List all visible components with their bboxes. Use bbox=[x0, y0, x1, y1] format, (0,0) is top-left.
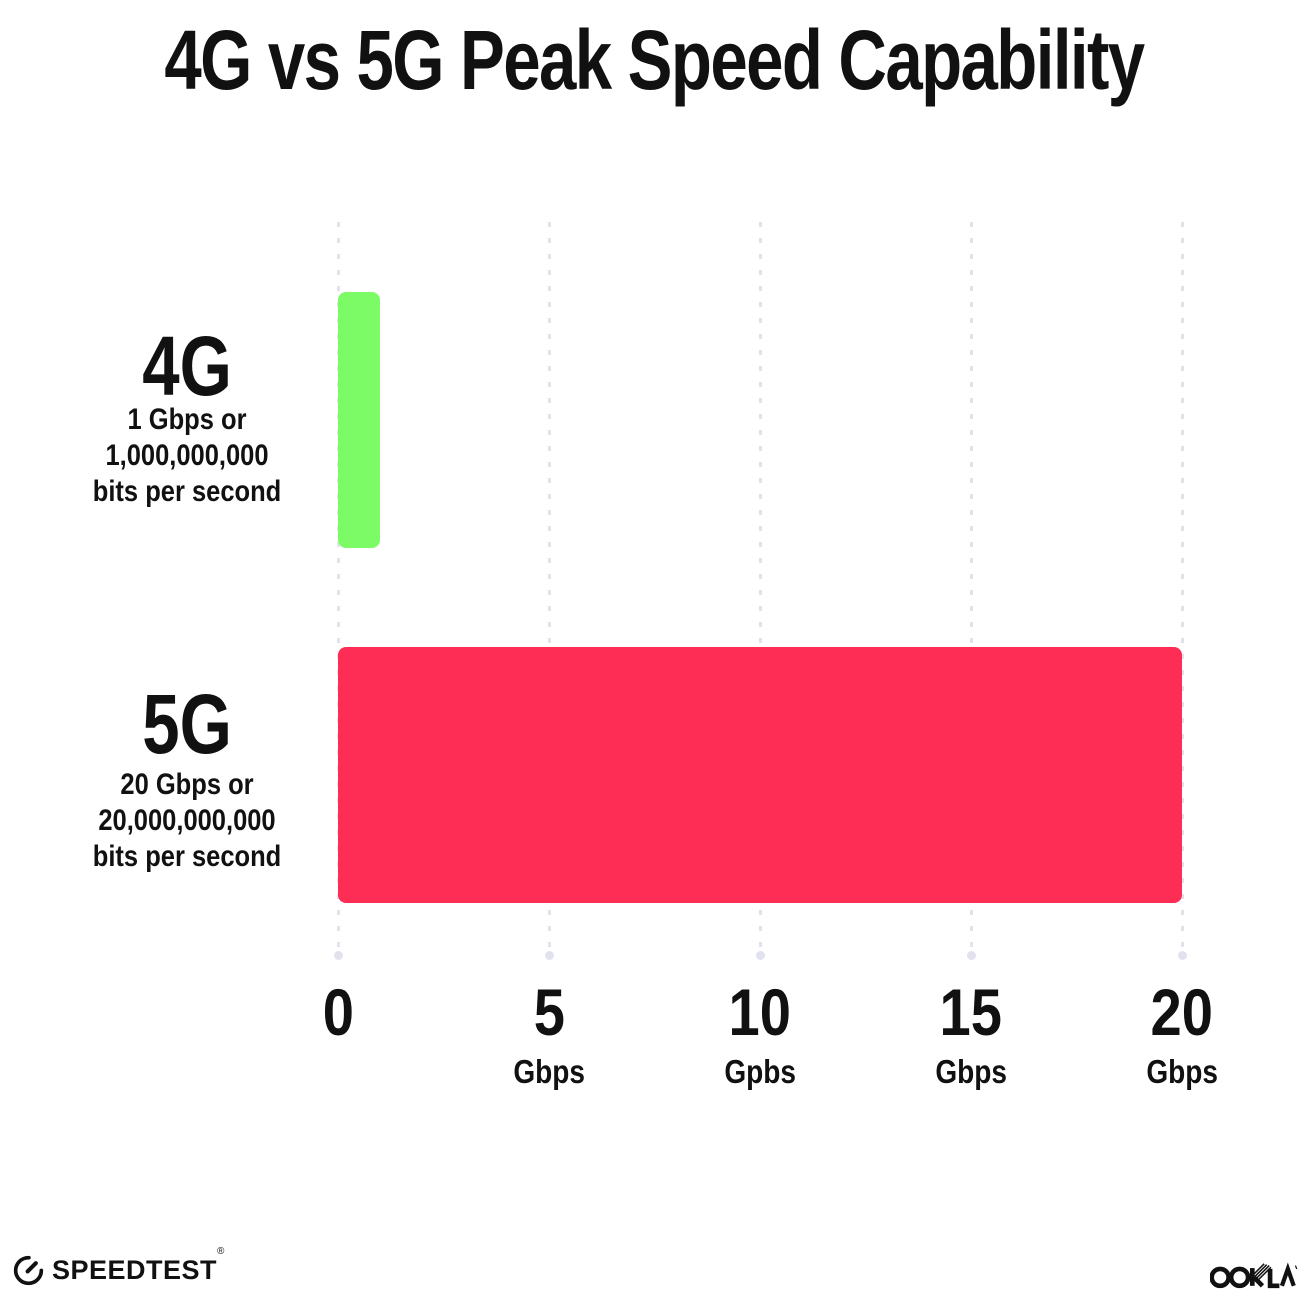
row-sublabel-4g-line2: 1,000,000,000 bbox=[105, 439, 269, 472]
gridline-20 bbox=[1178, 222, 1187, 960]
gridline-5 bbox=[545, 222, 554, 960]
gridline-0 bbox=[334, 222, 343, 960]
ookla-wordmark-icon bbox=[1209, 1262, 1298, 1289]
gauge-icon bbox=[13, 1255, 44, 1286]
row-sublabel-5g-line2: 20,000,000,000 bbox=[98, 804, 276, 837]
row-sublabel-4g: 1 Gbps or 1,000,000,000 bits per second bbox=[60, 402, 315, 510]
row-label-5g-text: 5G bbox=[142, 677, 232, 771]
row-sublabel-4g-line1: 1 Gbps or bbox=[127, 403, 247, 436]
chart-title-text: 4G vs 5G Peak Speed Capability bbox=[164, 13, 1145, 107]
x-tick-15-value: 15 bbox=[939, 975, 1003, 1049]
registered-mark: ® bbox=[217, 1246, 225, 1257]
x-tick-10-unit: Gpbs bbox=[724, 1053, 796, 1090]
x-tick-0: 0 bbox=[228, 975, 448, 1088]
x-tick-15: 15 Gbps bbox=[861, 975, 1081, 1090]
x-tick-0-value: 0 bbox=[322, 975, 354, 1049]
ookla-logo bbox=[1209, 1257, 1298, 1296]
x-tick-20-value: 20 bbox=[1150, 975, 1214, 1049]
row-label-4g: 4G bbox=[37, 324, 337, 408]
row-sublabel-5g-line1: 20 Gbps or bbox=[120, 768, 254, 801]
speedtest-wordmark: SPEEDTEST® bbox=[52, 1246, 225, 1285]
row-sublabel-5g: 20 Gbps or 20,000,000,000 bits per secon… bbox=[60, 767, 315, 875]
speedtest-logo: SPEEDTEST® bbox=[12, 1246, 225, 1287]
row-label-4g-text: 4G bbox=[142, 319, 232, 413]
gridline-10 bbox=[756, 222, 765, 960]
bar-5g bbox=[338, 647, 1182, 903]
x-tick-15-unit: Gbps bbox=[935, 1053, 1007, 1090]
row-sublabel-5g-line3: bits per second bbox=[92, 840, 282, 873]
row-label-5g: 5G bbox=[37, 682, 337, 766]
x-tick-10-value: 10 bbox=[728, 975, 792, 1049]
x-tick-5: 5 Gbps bbox=[439, 975, 659, 1090]
x-tick-0-unit bbox=[228, 1055, 448, 1088]
x-tick-20-unit: Gbps bbox=[1146, 1053, 1218, 1090]
bar-4g bbox=[338, 292, 380, 548]
chart-title: 4G vs 5G Peak Speed Capability bbox=[0, 16, 1308, 104]
x-tick-5-unit: Gbps bbox=[513, 1053, 585, 1090]
x-tick-5-value: 5 bbox=[533, 975, 565, 1049]
gridline-15 bbox=[967, 222, 976, 960]
row-sublabel-4g-line3: bits per second bbox=[92, 475, 282, 508]
x-tick-20: 20 Gbps bbox=[1072, 975, 1292, 1090]
x-tick-10: 10 Gpbs bbox=[650, 975, 870, 1090]
